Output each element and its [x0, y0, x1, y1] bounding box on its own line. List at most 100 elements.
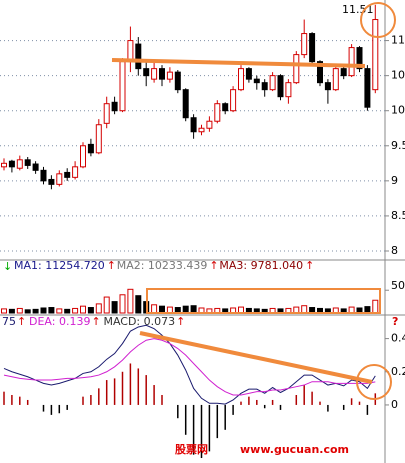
volume-bar: [16, 307, 23, 314]
watermark: 股票网: [175, 443, 208, 456]
candle-body: [285, 82, 292, 98]
candle-body: [324, 82, 331, 91]
candle-body: [198, 127, 205, 133]
highlight-box: [146, 288, 381, 314]
candle-body: [111, 101, 118, 112]
highlight-circle: [356, 364, 392, 400]
y-tick-label: 9: [391, 174, 398, 187]
y-tick-label: 0: [391, 398, 398, 411]
legend-arrow: ↑: [209, 259, 218, 272]
candle-body: [1, 162, 7, 168]
candle-body: [103, 103, 110, 124]
candle-body: [166, 71, 173, 80]
candle-body: [253, 78, 260, 84]
candle-body: [151, 68, 158, 80]
volume-bar: [1, 308, 7, 314]
candle-body: [348, 47, 355, 77]
volume-bar: [64, 308, 71, 314]
candle-body: [332, 68, 339, 91]
macd-marker: ?: [392, 315, 398, 328]
candle-body: [190, 117, 197, 133]
candle-body: [32, 163, 39, 171]
legend-arrow: ↑: [91, 315, 100, 328]
volume-bar: [40, 307, 47, 314]
candle-body: [95, 124, 102, 154]
volume-bar: [301, 305, 308, 314]
trend-line: [139, 331, 373, 384]
candle-body: [214, 103, 221, 122]
y-tick-label: 0.4: [391, 332, 405, 345]
volume-bar: [87, 307, 94, 314]
candle-body: [40, 169, 47, 182]
candle-body: [309, 33, 316, 63]
volume-bar: [135, 295, 142, 314]
high-annotation: 11.51: [342, 3, 374, 16]
candle-body: [159, 68, 165, 80]
candle-body: [64, 171, 71, 178]
macd-line: [3, 338, 376, 396]
candle-body: [174, 71, 181, 91]
legend-arrow: ↑: [107, 259, 116, 272]
legend-arrow: ↑: [176, 315, 185, 328]
candle-body: [238, 68, 244, 91]
volume-bar: [32, 308, 39, 314]
candle-body: [230, 89, 237, 112]
candle-body: [24, 159, 31, 166]
macd-header: 75: [2, 315, 16, 328]
candle-body: [72, 166, 79, 178]
candle-body: [301, 33, 308, 56]
candle-body: [87, 143, 94, 154]
y-tick-label: 8.5: [391, 209, 405, 222]
candle-body: [340, 68, 347, 77]
volume-bar: [80, 305, 86, 314]
volume-bar: [48, 307, 55, 314]
candle-body: [80, 145, 86, 168]
y-tick-label: 8: [391, 244, 398, 257]
legend-arrow: ↑: [305, 259, 314, 272]
volume-bar: [103, 296, 110, 314]
candle-body: [56, 173, 63, 185]
volume-bar: [56, 308, 63, 314]
volume-bar: [372, 299, 379, 314]
macd-line: [3, 324, 376, 405]
highlight-circle: [360, 2, 396, 38]
macd-header: DEA: 0.139: [29, 315, 90, 328]
candle-body: [182, 89, 189, 119]
volume-bar: [190, 305, 197, 314]
candle-body: [261, 82, 268, 91]
candle-body: [269, 75, 276, 91]
volume-bar: [119, 294, 126, 314]
candle-body: [364, 68, 371, 108]
volume-bar: [182, 305, 189, 314]
watermark: www.gucuan.com: [240, 443, 349, 456]
volume-bar: [159, 305, 165, 314]
candle-body: [16, 159, 23, 169]
y-tick-label: 9.5: [391, 139, 405, 152]
legend-arrow: ↑: [17, 315, 26, 328]
candle-body: [143, 68, 150, 77]
volume-bar: [24, 309, 31, 314]
candle-body: [293, 54, 300, 84]
volume-bar: [151, 304, 158, 314]
volume-bar: [8, 308, 15, 314]
candle-body: [222, 103, 229, 112]
y-tick-label: 10: [391, 104, 405, 117]
candle-body: [356, 47, 363, 70]
candle-body: [8, 160, 15, 168]
candle-body: [48, 178, 55, 185]
y-tick-label: 11: [391, 34, 405, 47]
candle-body: [135, 43, 142, 70]
macd-header: MACD: 0.073: [103, 315, 175, 328]
candle-body: [372, 19, 379, 91]
volume-legend-arrow: ↓: [3, 260, 12, 273]
volume-bar: [127, 288, 134, 314]
plot: 88.599.51010.511MA1: 11254.720↑MA2: 1023…: [0, 4, 405, 459]
candle-body: [277, 75, 284, 98]
candle-body: [119, 61, 126, 112]
volume-bar: [72, 307, 79, 314]
volume-bar: [111, 301, 118, 314]
candle-body: [206, 120, 213, 129]
legend-entry: MA1: 11254.720: [14, 259, 105, 272]
y-tick-label: 5000: [391, 279, 405, 292]
legend-entry: MA3: 9781.040: [219, 259, 303, 272]
